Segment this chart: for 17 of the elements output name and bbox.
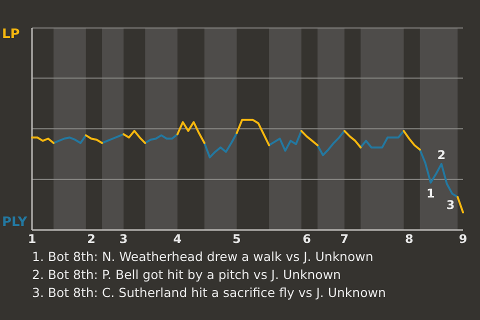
x-tick-label: 1 <box>28 232 36 246</box>
x-tick-label: 5 <box>232 232 241 246</box>
text: 2. Bot 8th: P. Bell got hit by a pitch vs J. Unknown <box>32 267 341 282</box>
annotation: 3 <box>446 198 455 212</box>
text: 3. Bot 8th: C. Sutherland hit a sacrifice fly vs J. Unknown <box>32 285 386 300</box>
x-tick-label: 4 <box>173 232 182 246</box>
x-tick-label: 6 <box>302 232 311 246</box>
text: 1. Bot 8th: N. Weatherhead drew a walk vs J. Unknown <box>32 249 374 264</box>
annotation: 2 <box>437 148 446 162</box>
annotation: 1 <box>426 186 435 201</box>
text: LP <box>2 27 20 42</box>
x-tick-label: 3 <box>119 232 128 246</box>
text: PLY <box>2 215 28 230</box>
x-tick-label: 9 <box>458 232 468 246</box>
x-tick-label: 8 <box>404 232 414 246</box>
x-tick-label: 7 <box>340 232 349 246</box>
x-tick-label: 2 <box>87 232 96 246</box>
